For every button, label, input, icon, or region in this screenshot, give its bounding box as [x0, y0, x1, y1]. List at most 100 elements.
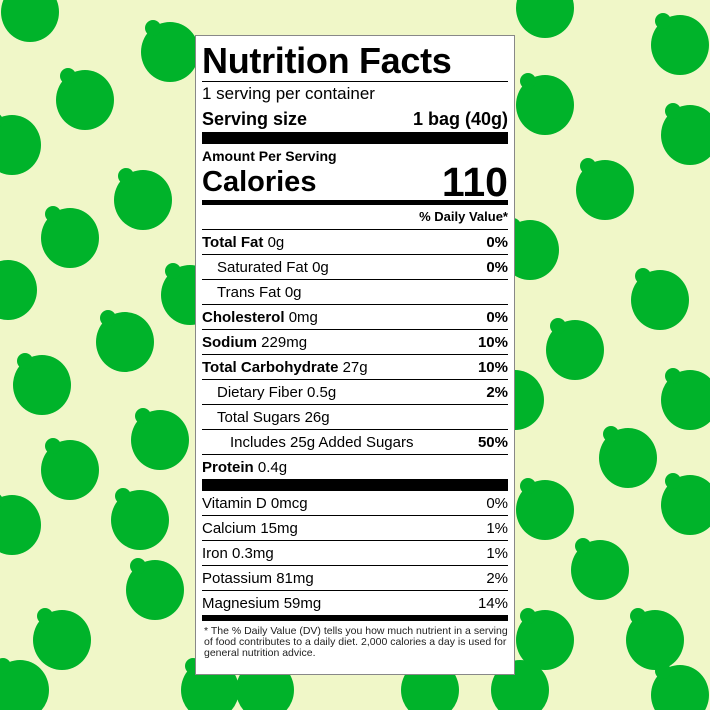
nutrient-row: Total Fat 0g 0%	[202, 230, 508, 255]
nutrition-facts-label: Nutrition Facts 1 serving per container …	[195, 35, 515, 675]
vitamin-daily-value: 2%	[486, 569, 508, 587]
lime-icon	[13, 353, 71, 415]
nutrient-name: Total Fat	[202, 233, 264, 251]
nutrient-label: Includes 25g Added Sugars	[202, 434, 413, 451]
nutrient-amount: 0.4g	[257, 458, 288, 476]
lime-icon	[546, 318, 604, 380]
lime-icon	[126, 558, 184, 620]
nutrient-daily-value: 50%	[477, 433, 508, 451]
calories-label: Calories	[202, 166, 317, 198]
lime-icon	[516, 73, 574, 135]
lime-icon	[96, 310, 154, 372]
lime-icon	[516, 0, 574, 38]
serving-size-row: Serving size 1 bag (40g)	[202, 106, 508, 132]
nutrient-row: Dietary Fiber 0.5g 2%	[202, 380, 508, 405]
vitamin-name: Magnesium 59mg	[202, 594, 322, 612]
lime-icon	[651, 663, 709, 710]
nutrient-name: Total Carbohydrate	[202, 358, 339, 376]
lime-icon	[41, 206, 99, 268]
vitamin-list: Vitamin D 0mcg 0% Calcium 15mg 1% Iron 0.3mg…	[202, 491, 508, 615]
nutrient-name: Cholesterol	[202, 308, 285, 326]
vitamin-name: Potassium 81mg	[202, 569, 314, 587]
lime-icon	[661, 473, 710, 535]
vitamin-daily-value: 1%	[486, 519, 508, 537]
nutrient-label: Dietary Fiber 0.5g	[202, 384, 336, 401]
lime-icon	[661, 103, 710, 165]
lime-icon	[1, 0, 59, 42]
nutrient-row: Saturated Fat 0g 0%	[202, 255, 508, 280]
nutrient-daily-value: 0%	[486, 308, 508, 326]
vitamin-row: Iron 0.3mg 1%	[202, 541, 508, 566]
lime-icon	[0, 114, 41, 175]
lime-icon	[661, 368, 710, 430]
nutrient-amount: 26g	[304, 408, 330, 426]
serving-size-label: Serving size	[202, 108, 308, 129]
lime-icon	[0, 260, 37, 320]
footnote: * The % Daily Value (DV) tells you how m…	[204, 625, 508, 659]
medium-divider	[202, 200, 508, 205]
lime-icon	[56, 68, 114, 130]
calories-row: Calories 110	[202, 159, 508, 205]
vitamin-name: Iron 0.3mg	[202, 544, 274, 562]
nutrient-label: Cholesterol 0mg	[202, 309, 318, 326]
nutrient-label: Trans Fat 0g	[202, 284, 302, 301]
lime-icon	[114, 168, 172, 230]
nutrient-daily-value: 0%	[486, 258, 508, 276]
nutrient-row: Total Sugars 26g	[202, 405, 508, 430]
lime-icon	[41, 438, 99, 500]
lime-icon	[571, 538, 629, 600]
nutrient-daily-value: 0%	[486, 233, 508, 251]
lime-icon	[141, 20, 199, 82]
vitamin-daily-value: 1%	[486, 544, 508, 562]
nutrient-name: Dietary Fiber	[217, 383, 303, 401]
vitamin-name: Calcium 15mg	[202, 519, 298, 537]
lime-icon	[131, 408, 189, 470]
vitamin-daily-value: 0%	[486, 494, 508, 512]
nutrient-row: Sodium 229mg 10%	[202, 330, 508, 355]
vitamin-row: Vitamin D 0mcg 0%	[202, 491, 508, 516]
lime-icon	[516, 608, 574, 670]
lime-icon	[0, 494, 41, 555]
nutrient-label: Total Sugars 26g	[202, 409, 330, 426]
thick-divider	[202, 479, 508, 491]
nutrient-amount: 0g	[267, 233, 285, 251]
label-title: Nutrition Facts	[202, 40, 452, 81]
lime-icon	[599, 426, 657, 488]
nutrient-label: Total Carbohydrate 27g	[202, 359, 368, 376]
nutrient-daily-value: 10%	[477, 333, 508, 351]
daily-value-header: % Daily Value*	[202, 205, 508, 230]
nutrient-label: Sodium 229mg	[202, 334, 307, 351]
nutrient-amount: 27g	[342, 358, 368, 376]
amount-per-serving: Amount Per Serving	[202, 148, 337, 164]
nutrient-daily-value: 2%	[486, 383, 508, 401]
lime-icon	[516, 478, 574, 540]
daily-value-header-text: % Daily Value*	[419, 209, 508, 224]
vitamin-row: Magnesium 59mg 14%	[202, 591, 508, 615]
nutrient-amount: 0g	[312, 258, 329, 276]
nutrient-amount: 0mg	[288, 308, 318, 326]
vitamin-row: Potassium 81mg 2%	[202, 566, 508, 591]
vitamin-daily-value: 14%	[477, 594, 508, 612]
nutrient-name: Saturated Fat	[217, 258, 308, 276]
nutrient-name: Includes 25g Added Sugars	[230, 433, 414, 451]
nutrient-row: Cholesterol 0mg 0%	[202, 305, 508, 330]
nutrient-list: Total Fat 0g 0% Saturated Fat 0g 0% Trans Fa…	[202, 230, 508, 479]
nutrient-row: Total Carbohydrate 27g 10%	[202, 355, 508, 380]
calories-value: 110	[441, 159, 508, 205]
divider	[202, 81, 508, 82]
serving-size-value: 1 bag (40g)	[412, 108, 508, 129]
nutrient-name: Protein	[202, 458, 254, 476]
medium-divider	[202, 615, 508, 621]
thick-divider	[202, 132, 508, 144]
lime-icon	[111, 488, 169, 550]
nutrient-daily-value: 10%	[477, 358, 508, 376]
lime-icon	[0, 658, 49, 710]
nutrient-label: Protein 0.4g	[202, 459, 287, 476]
servings-per-container: 1 serving per container	[202, 84, 375, 103]
nutrient-amount: 229mg	[261, 333, 308, 351]
lime-icon	[626, 608, 684, 670]
nutrient-row: Includes 25g Added Sugars 50%	[202, 430, 508, 455]
nutrient-name: Total Sugars	[217, 408, 301, 426]
lime-icon	[576, 158, 634, 220]
